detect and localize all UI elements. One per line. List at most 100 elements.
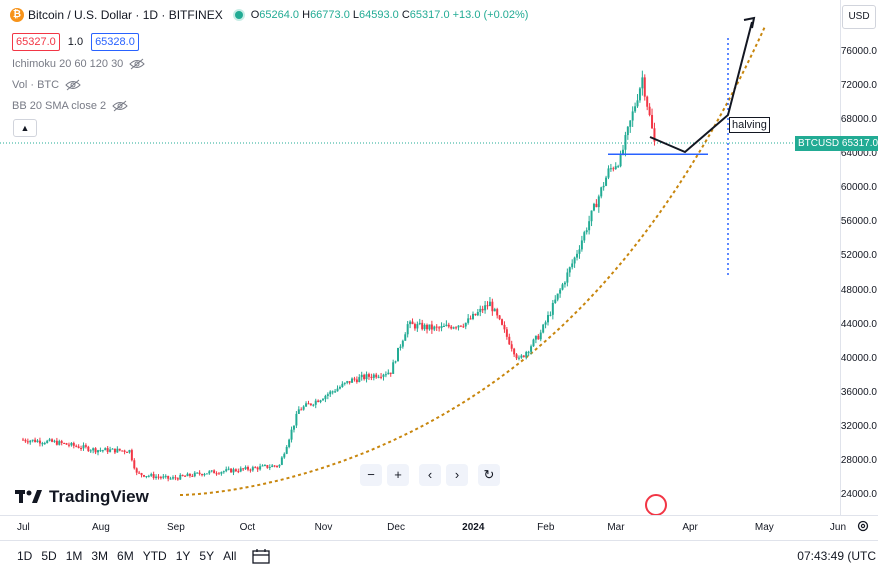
chart-canvas[interactable] [0,0,840,515]
tradingview-watermark[interactable]: TradingView [15,487,149,507]
candle-body [34,439,37,443]
collapse-indicators-button[interactable]: ▲ [13,119,37,137]
currency-label[interactable]: USD [842,5,876,29]
candle-body [31,439,34,441]
candle-body [595,203,598,208]
candle-body [607,168,610,178]
candle-body [307,403,310,405]
buy-price-button[interactable]: 65328.0 [91,33,139,51]
candle-body [406,324,409,335]
price-tick-label: 36000.0 [840,386,877,398]
range-1y-button[interactable]: 1Y [175,549,191,563]
candle-body [225,469,228,472]
candle-body [324,395,327,400]
candle-body [530,346,533,352]
candle-body [130,450,133,461]
range-1m-button[interactable]: 1M [65,549,83,563]
candle-body [520,355,523,358]
candle-body [544,322,547,325]
candle-body [571,263,574,268]
candle-body [65,443,68,445]
candle-body [271,465,274,468]
range-3m-button[interactable]: 3M [91,549,109,563]
time-tick-label: Nov [314,522,333,533]
halving-label[interactable]: halving [729,117,770,133]
price-tick-label: 76000.0 [840,46,877,57]
hidden-eye-icon[interactable] [129,58,146,70]
candle-body [336,388,339,392]
us-flag-event-icon[interactable] [645,494,667,516]
candle-body [433,326,436,330]
sell-price-button[interactable]: 65327.0 [12,33,60,51]
candle-body [167,475,170,479]
scroll-right-button[interactable]: › [446,464,468,486]
candle-body [566,272,569,283]
candle-body [208,471,211,474]
candle-body [602,185,605,188]
candle-body [159,477,162,479]
candle-body [394,361,397,363]
candle-body [413,324,416,329]
candle-body [300,409,303,411]
price-chart[interactable] [0,0,840,515]
candle-body [97,450,99,453]
price-tick-label: 68000.0 [840,114,877,126]
range-5y-button[interactable]: 5Y [199,549,215,563]
time-tick-label: Mar [607,522,625,533]
price-axis[interactable]: 76000.0 72000.0 68000.0 64000.0 60000.0 56000… [840,0,878,515]
symbol-title[interactable]: Bitcoin / U.S. Dollar · 1D · BITFINEX [28,8,223,22]
candle-body [481,308,484,311]
utc-clock[interactable]: 07:43:49 (UTC [797,549,876,563]
candle-body [48,439,51,441]
candle-body [626,126,629,136]
candle-body [341,383,344,388]
candle-body [217,473,220,475]
price-tick-label: 52000.0 [840,250,877,262]
time-tick-label: Sep [167,522,185,533]
candle-body [75,445,78,447]
range-1d-button[interactable]: 1D [17,549,33,563]
price-tick-label: 44000.0 [840,318,877,330]
candle-body [80,448,83,450]
calendar-icon[interactable] [252,548,271,564]
candle-body [174,477,177,479]
hidden-eye-icon[interactable] [112,100,128,112]
candle-body [118,448,121,451]
hidden-eye-icon[interactable] [65,79,81,91]
candle-body [634,106,637,112]
candle-body [322,399,324,401]
bid-ask[interactable]: 65327.0 1.0 65328.0 [12,33,139,51]
candle-body [280,457,283,465]
time-axis[interactable]: Jul Aug Sep Oct Nov Dec 2024 Feb Mar Apr May Jun [0,515,878,538]
range-all-button[interactable]: All [223,549,237,563]
symbol-legend[interactable]: ₿ Bitcoin / U.S. Dollar · 1D · BITFINEX … [10,8,528,22]
candle-body [142,475,145,477]
zoom-in-button[interactable]: + [387,464,409,486]
candle-body [505,329,508,337]
time-tick-label: Oct [239,522,256,533]
zoom-out-button[interactable]: − [360,464,382,486]
candle-body [145,476,148,478]
reset-chart-button[interactable]: ↻ [478,464,500,486]
indicator-bollinger[interactable]: BB 20 SMA close 2 [12,100,128,112]
range-6m-button[interactable]: 6M [117,549,134,563]
candle-body [92,448,95,451]
gear-icon[interactable] [856,519,870,533]
range-ytd-button[interactable]: YTD [142,549,167,563]
candle-body [360,374,363,378]
chart-nav-controls[interactable]: − + ‹ › ↻ [360,464,505,486]
indicator-volume[interactable]: Vol · BTC [12,79,81,91]
scroll-left-button[interactable]: ‹ [419,464,441,486]
candle-body [67,444,70,446]
candle-body [162,476,165,478]
candle-body [338,387,341,389]
time-tick-label: May [754,522,774,533]
indicator-ichimoku[interactable]: Ichimoku 20 60 120 30 [12,58,146,70]
candle-body [445,324,448,326]
candle-body [539,332,542,340]
range-5d-button[interactable]: 5D [41,549,57,563]
price-tick-label: 32000.0 [840,420,877,432]
candle-body [101,450,104,452]
candle-body [77,446,80,449]
candle-body [164,475,167,477]
